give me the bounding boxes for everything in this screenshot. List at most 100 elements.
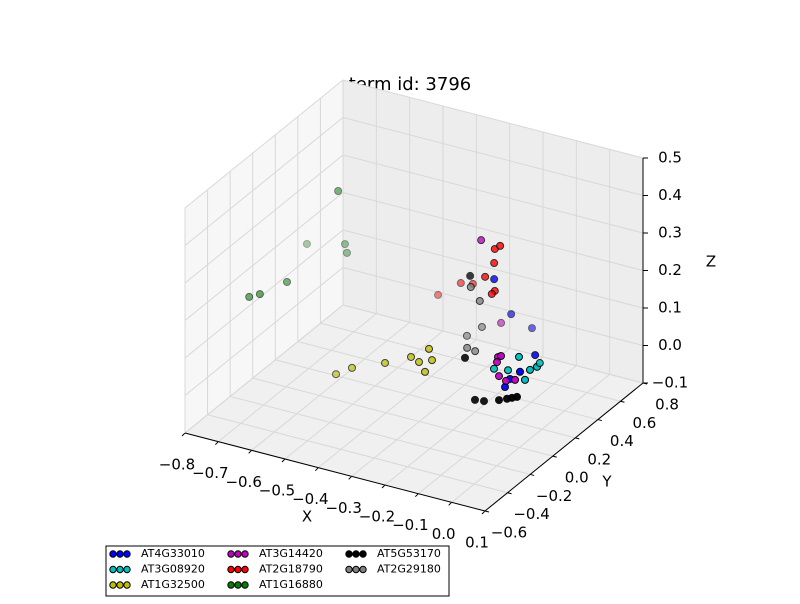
grid-line (320, 322, 621, 402)
y-tick-label: 0.8 (655, 396, 679, 414)
legend-marker (116, 550, 124, 558)
grid-line (184, 192, 344, 321)
data-point (463, 343, 472, 352)
x-tick-label: −0.7 (192, 464, 228, 482)
data-point (496, 241, 505, 250)
legend-label: AT5G53170 (377, 547, 441, 560)
data-point (471, 347, 480, 356)
data-point (490, 275, 499, 284)
x-axis-title: X (302, 508, 312, 526)
legend-marker (359, 550, 367, 558)
data-point (504, 366, 512, 375)
tick-mark (597, 419, 602, 422)
data-point (415, 358, 423, 367)
grid-line (342, 192, 644, 271)
data-point (461, 353, 469, 362)
y-tick-label: −0.2 (536, 487, 572, 505)
grid-line (184, 229, 344, 359)
data-point (487, 289, 496, 298)
legend-marker (345, 565, 353, 574)
y-tick-label: −0.4 (513, 505, 549, 523)
data-point (456, 279, 465, 288)
data-point (490, 364, 498, 373)
data-point (466, 282, 475, 291)
data-point (407, 352, 415, 361)
data-point (434, 290, 443, 299)
data-point (462, 331, 471, 340)
data-point (507, 310, 516, 319)
data-point (531, 351, 540, 360)
x-tick-label: 0.1 (465, 534, 489, 552)
tick-mark (214, 441, 219, 446)
x-tick-label: −0.2 (359, 508, 395, 526)
legend-marker (123, 581, 131, 589)
z-tick-label: 0.3 (658, 224, 682, 242)
legend-marker (345, 550, 353, 558)
grid-line (184, 79, 344, 209)
tick-mark (552, 455, 557, 458)
pane-floor (185, 305, 643, 511)
tick-mark (381, 484, 386, 489)
legend-marker (359, 565, 367, 574)
legend-marker (123, 550, 131, 558)
data-point (471, 395, 479, 404)
legend-marker (234, 581, 242, 589)
data-point (332, 370, 340, 379)
z-tick-label: 0.4 (658, 186, 682, 204)
legend-marker (123, 565, 131, 574)
data-point (381, 358, 389, 367)
tick-mark (248, 449, 253, 454)
grid-line (342, 117, 644, 196)
data-point (428, 356, 436, 365)
grid-line (351, 347, 510, 477)
legend-marker (109, 581, 117, 589)
data-point (480, 397, 488, 406)
y-tick-label: 0.6 (632, 414, 656, 432)
data-point (526, 365, 534, 374)
legend-label: AT4G33010 (141, 547, 205, 560)
legend-marker (116, 565, 124, 574)
grid-line (251, 321, 410, 451)
data-point (477, 322, 486, 331)
data-point (255, 290, 264, 299)
x-tick-label: −0.6 (225, 473, 261, 491)
grid-line (342, 267, 644, 346)
data-point (511, 375, 519, 384)
y-axis-title: Y (601, 473, 612, 491)
data-point (535, 359, 544, 368)
grid-line (418, 365, 577, 495)
data-point (425, 344, 433, 353)
legend-marker (227, 581, 235, 589)
grid-line (184, 154, 344, 284)
legend-marker (241, 550, 249, 558)
tick-mark (575, 437, 580, 440)
x-tick-label: −0.8 (159, 456, 195, 474)
legend-marker (227, 550, 235, 558)
grid-line (297, 341, 598, 421)
grid-line (318, 339, 477, 469)
legend-marker (234, 550, 242, 558)
data-point (342, 248, 351, 257)
tick-mark (448, 501, 453, 506)
legend-marker (116, 581, 124, 589)
grid-line (451, 373, 610, 503)
data-point (497, 351, 505, 360)
legend-label: AT1G32500 (141, 578, 205, 591)
x-tick-label: −0.1 (392, 516, 428, 534)
data-point (515, 352, 523, 361)
data-point (334, 186, 343, 195)
tick-mark (281, 458, 286, 463)
legend-label: AT1G16880 (259, 578, 323, 591)
grid-line (275, 359, 576, 439)
data-point (490, 259, 499, 268)
legend-marker (352, 550, 360, 558)
legend-marker (241, 581, 249, 589)
y-tick-label: 0.4 (610, 432, 634, 450)
legend-label: AT2G29180 (377, 563, 441, 576)
legend-box (105, 545, 450, 597)
grid-line (230, 395, 531, 475)
tick-mark (314, 467, 319, 472)
y-tick-label: 0.2 (587, 450, 611, 468)
tick-mark (530, 473, 535, 476)
